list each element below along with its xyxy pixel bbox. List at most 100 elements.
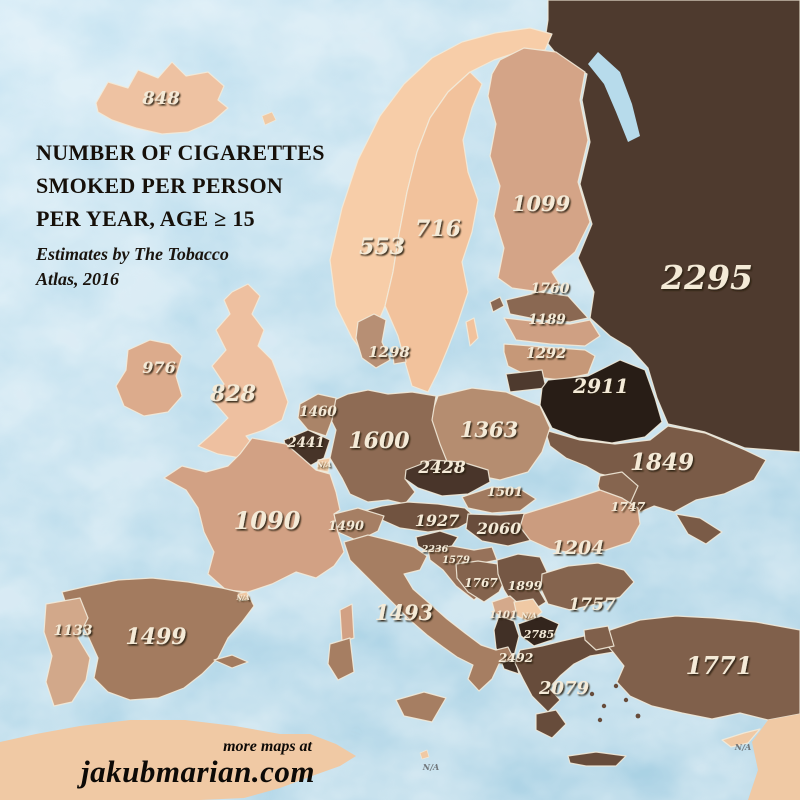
label-croatia: 1579	[442, 555, 470, 566]
country-switzerland[interactable]	[333, 507, 385, 542]
country-italy[interactable]	[343, 534, 515, 692]
label-spain: 1499	[125, 624, 186, 650]
country-andorra[interactable]	[237, 591, 249, 602]
faroe-islands	[261, 111, 277, 126]
label-montenegro: 1101	[489, 610, 517, 621]
value-labels: 848 553 716 1099 2295 1760 1189 1292 291…	[54, 88, 753, 699]
footer-site-link[interactable]: jakubmarian.com	[80, 754, 315, 789]
landmass-north-africa	[0, 720, 356, 800]
crimea-peninsula	[675, 513, 723, 545]
country-latvia[interactable]	[503, 317, 601, 347]
label-belarus: 2911	[572, 374, 629, 398]
gotland-island	[465, 317, 479, 347]
country-turkey[interactable]	[602, 615, 800, 721]
map-title-line1: NUMBER OF CIGARETTES	[36, 140, 325, 165]
country-bulgaria[interactable]	[540, 562, 635, 611]
country-france[interactable]	[163, 437, 345, 593]
label-belgium: 2441	[286, 435, 325, 451]
label-hungary: 2060	[476, 519, 522, 538]
sardinia-island	[327, 637, 355, 681]
map-title-line3: PER YEAR, AGE ≥ 15	[36, 206, 255, 231]
country-kosovo[interactable]	[513, 598, 543, 623]
label-slovakia: 1501	[487, 485, 523, 500]
label-latvia: 1189	[528, 312, 566, 328]
country-spain[interactable]	[61, 577, 255, 701]
kaliningrad-exclave	[505, 369, 547, 393]
label-romania: 1204	[552, 537, 605, 559]
label-norway: 553	[359, 234, 405, 260]
label-ireland: 976	[142, 358, 175, 377]
label-netherlands: 1460	[299, 404, 337, 420]
label-france: 1090	[234, 506, 301, 535]
label-poland: 1363	[460, 417, 518, 442]
country-ireland[interactable]	[115, 339, 183, 417]
country-bosnia[interactable]	[455, 560, 509, 603]
label-bulgaria: 1757	[568, 595, 615, 615]
denmark-island	[391, 347, 407, 365]
country-romania[interactable]	[519, 489, 641, 555]
label-serbia: 1899	[508, 578, 543, 593]
label-moldova: 1747	[611, 499, 646, 514]
label-lithuania: 1292	[526, 345, 566, 362]
label-andorra: N/A	[235, 594, 249, 602]
sicily-island	[395, 691, 447, 723]
label-finland: 1099	[512, 191, 571, 216]
label-slovenia: 2236	[421, 544, 449, 555]
crete-island	[567, 751, 627, 767]
label-luxembourg: N/A	[316, 460, 332, 469]
label-denmark: 1298	[368, 343, 410, 361]
country-iceland[interactable]	[95, 61, 229, 135]
title-block: NUMBER OF CIGARETTES SMOKED PER PERSON P…	[36, 136, 366, 292]
country-estonia[interactable]	[505, 291, 589, 323]
estonia-islands	[489, 296, 505, 313]
landmass-middle-east	[748, 714, 800, 800]
country-belarus[interactable]	[539, 359, 663, 444]
label-sweden: 716	[415, 216, 461, 242]
country-portugal[interactable]	[43, 597, 91, 707]
white-sea-inlet	[588, 52, 640, 142]
corsica-island	[339, 603, 355, 643]
label-austria: 1927	[415, 511, 460, 530]
country-sweden[interactable]	[384, 71, 483, 393]
map-title-line2: SMOKED PER PERSON	[36, 173, 284, 198]
label-macedonia: 2785	[523, 628, 555, 641]
country-cyprus[interactable]	[721, 728, 761, 748]
label-kosovo: N/A	[520, 611, 537, 620]
label-albania: 2492	[498, 650, 534, 665]
map-subtitle-line2: Atlas, 2016	[36, 269, 120, 289]
footer-block: more maps at jakubmarian.com	[60, 738, 336, 788]
label-russia: 2295	[660, 258, 753, 297]
country-denmark[interactable]	[355, 313, 391, 369]
country-czech-republic[interactable]	[404, 459, 491, 497]
sea-na-labels: N/A N/A	[422, 742, 751, 772]
label-cyprus: N/A	[734, 742, 751, 752]
label-germany: 1600	[348, 428, 410, 454]
balearic-islands	[213, 654, 249, 669]
label-malta: N/A	[422, 762, 439, 772]
label-turkey: 1771	[686, 651, 753, 680]
country-macedonia[interactable]	[517, 615, 560, 647]
country-slovakia[interactable]	[461, 486, 537, 514]
label-estonia: 1760	[531, 281, 570, 297]
footer-tagline: more maps at	[223, 738, 312, 755]
map-subtitle-line1: Estimates by The Tobacco	[36, 244, 229, 264]
label-portugal: 1133	[54, 623, 93, 639]
label-iceland: 848	[141, 88, 180, 109]
peloponnese-peninsula	[535, 709, 567, 739]
turkey-thrace	[583, 625, 615, 651]
label-bosnia: 1767	[464, 576, 498, 590]
label-czech-republic: 2428	[417, 458, 465, 478]
country-finland[interactable]	[487, 47, 591, 293]
country-luxembourg[interactable]	[316, 457, 331, 473]
aegean-islands	[589, 683, 641, 723]
country-greece[interactable]	[514, 632, 627, 713]
label-switzerland: 1490	[328, 519, 364, 534]
country-ukraine[interactable]	[544, 425, 767, 513]
country-malta[interactable]	[419, 749, 430, 760]
label-united-kingdom: 828	[209, 381, 256, 407]
label-ukraine: 1849	[630, 449, 694, 476]
country-netherlands[interactable]	[297, 393, 337, 437]
label-italy: 1493	[375, 600, 433, 625]
